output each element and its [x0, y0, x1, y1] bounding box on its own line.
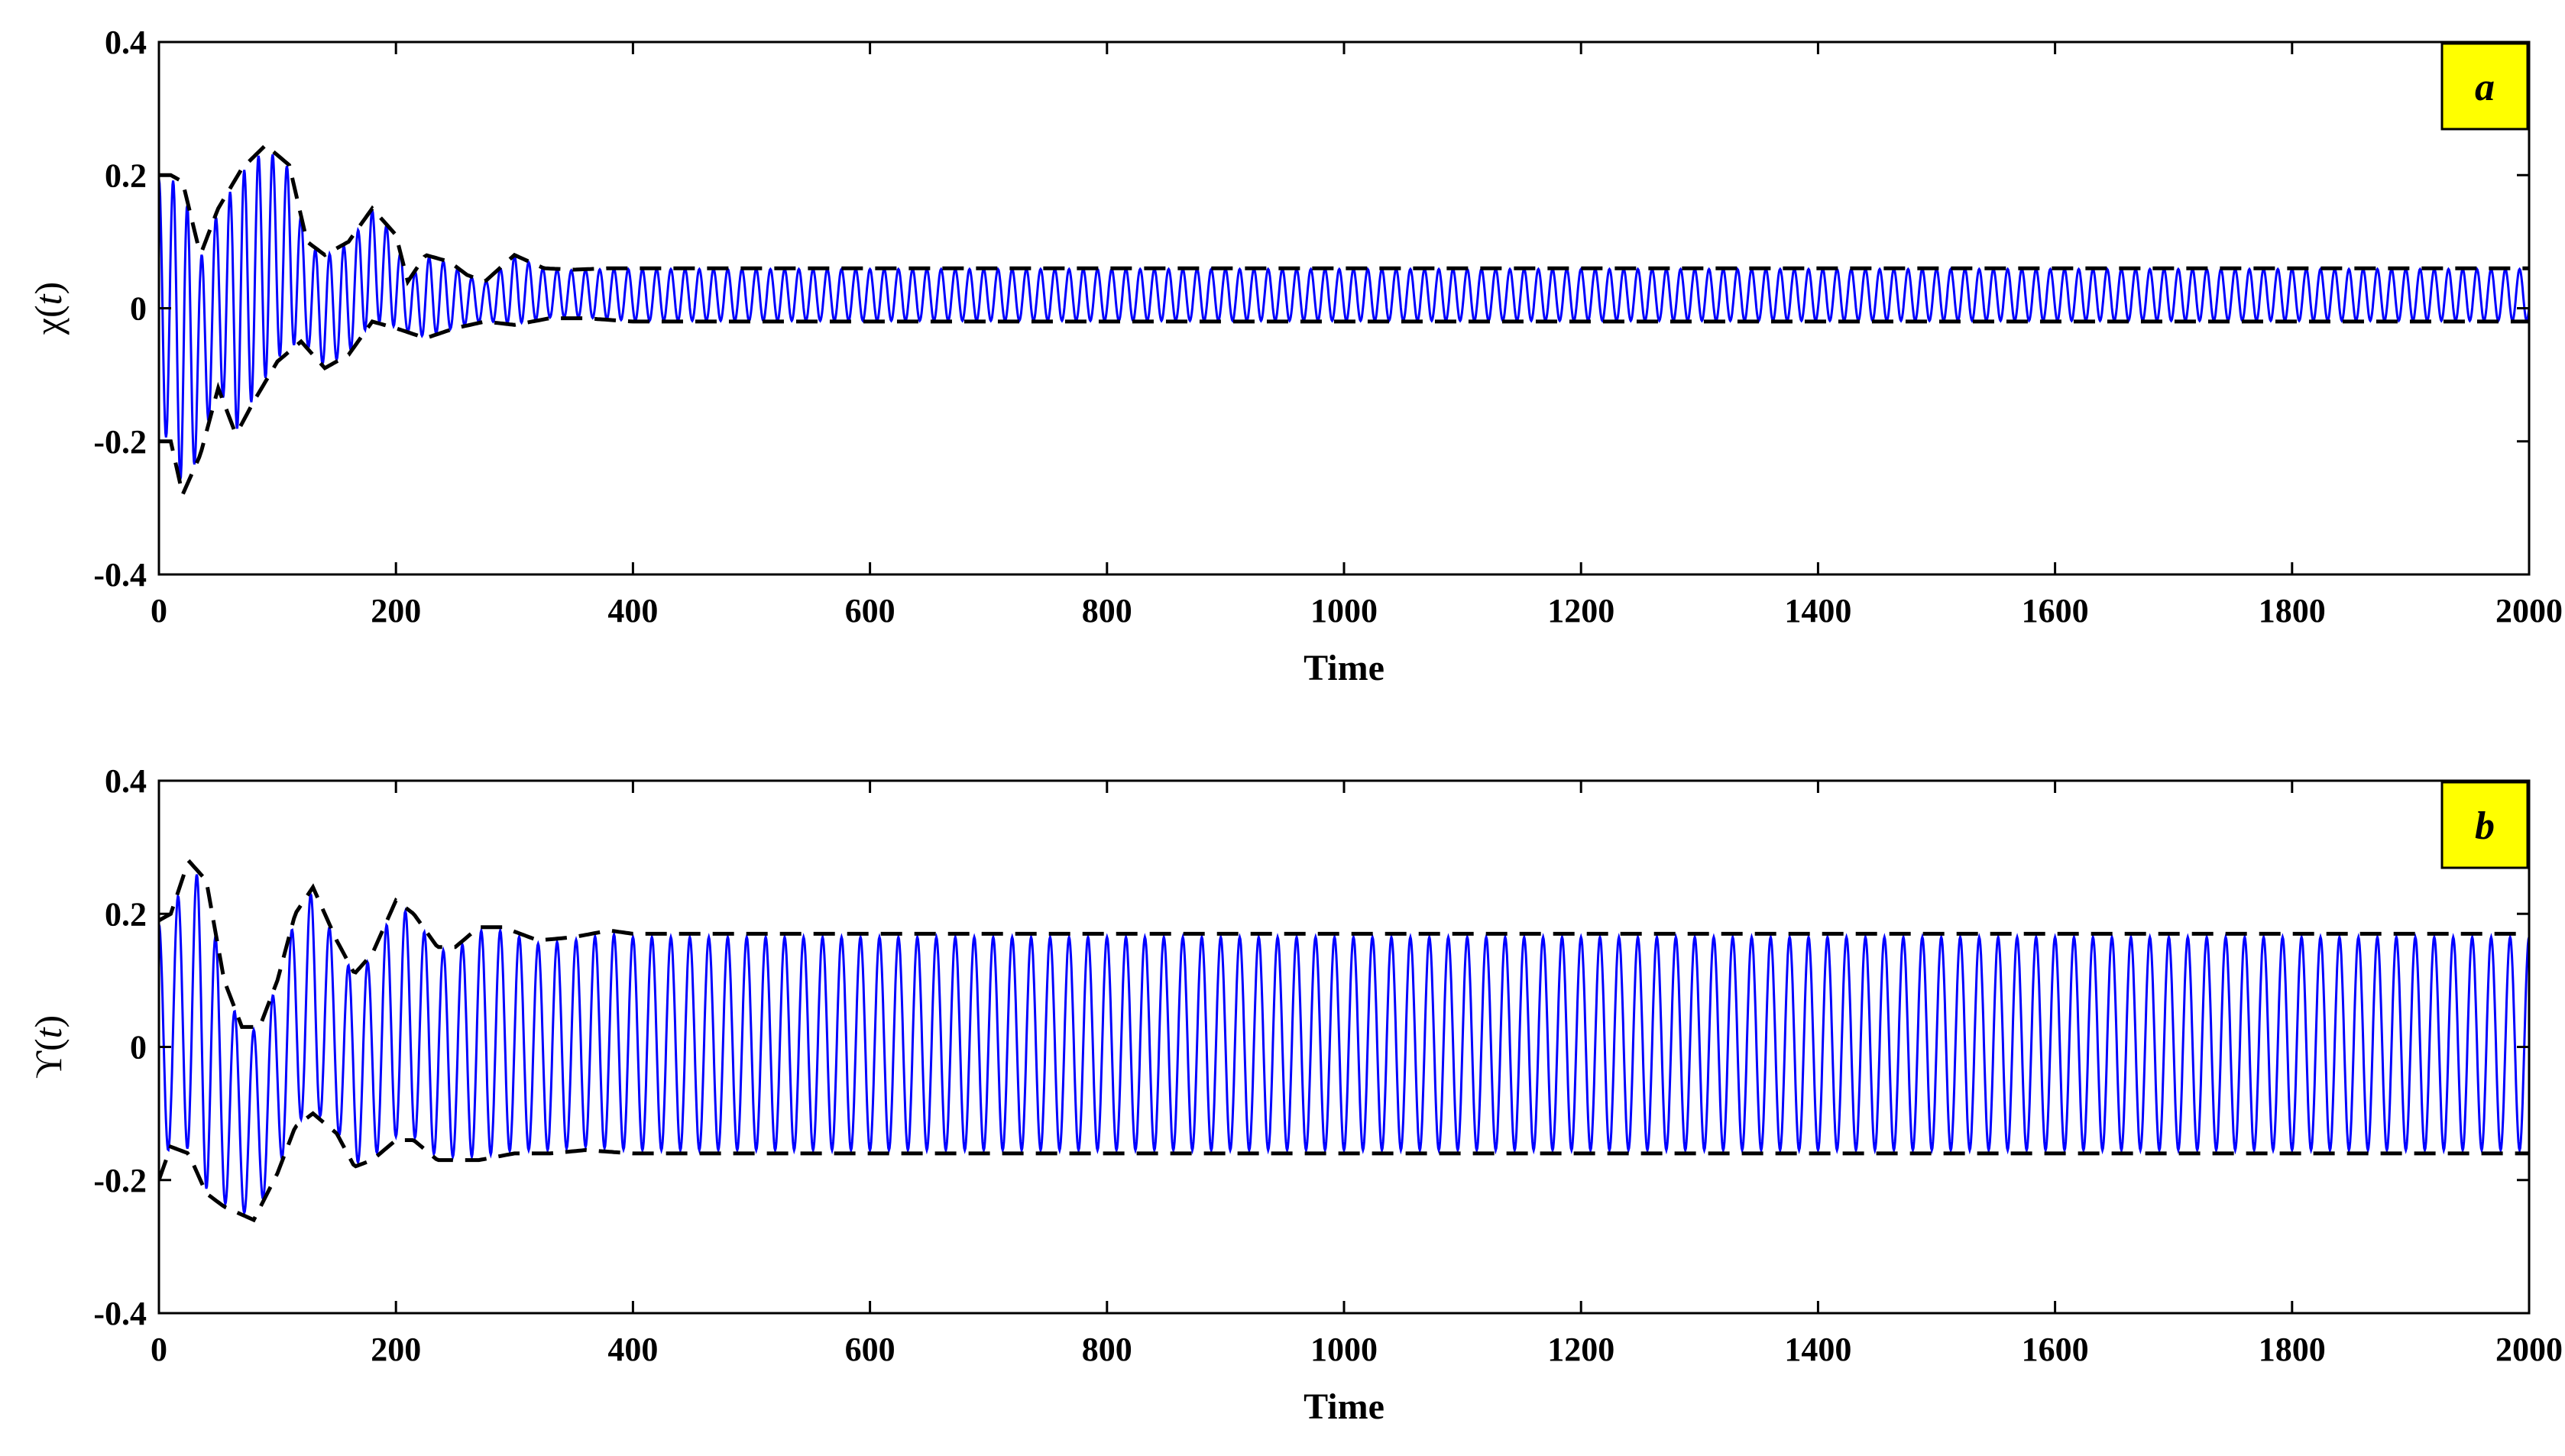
- y-tick-label: 0: [130, 1029, 147, 1066]
- y-axis-label-close: ): [27, 1015, 70, 1028]
- x-tick-label: 2000: [2495, 592, 2563, 629]
- x-tick-label: 1800: [2259, 592, 2326, 629]
- y-tick-label: 0: [130, 290, 147, 328]
- x-tick-label: 1400: [1784, 592, 1851, 629]
- y-axis-label-var: t: [27, 1027, 70, 1038]
- y-axis-label: χ(t): [27, 282, 70, 335]
- plot-area: [159, 859, 2529, 1223]
- x-tick-label: 200: [371, 592, 421, 629]
- x-tick-label: 400: [607, 1331, 658, 1368]
- envelope-lower-line: [159, 1111, 2529, 1223]
- panel-b: 0 200 400 600 800 1000 1200 1400 1600 1800 2000 -0.…: [27, 762, 2563, 1427]
- x-tick-label: 200: [371, 1331, 421, 1368]
- x-axis-label: Time: [1304, 1386, 1385, 1427]
- y-axis-label-var: t: [27, 293, 70, 305]
- y-tick-label: -0.4: [93, 556, 147, 594]
- x-tick-label: 600: [845, 1331, 895, 1368]
- x-axis-label: Time: [1304, 648, 1385, 688]
- envelope-lower-line: [159, 316, 2529, 501]
- x-tick-label: 1200: [1547, 1331, 1614, 1368]
- x-tick-label: 1800: [2259, 1331, 2326, 1368]
- y-axis-label: ϒ(t): [27, 1015, 70, 1079]
- y-tick-label: 0.2: [105, 895, 147, 933]
- y-tick-label: 0.4: [105, 24, 147, 61]
- y-axis-label-close: ): [27, 282, 70, 295]
- y-tick-label: 0.4: [105, 762, 147, 800]
- x-tick-label: 800: [1082, 1331, 1132, 1368]
- plot-area: [159, 142, 2529, 501]
- y-axis-label-symbol: ϒ(: [27, 1038, 70, 1079]
- panel-label-box: [2440, 42, 2529, 131]
- envelope-upper-line: [159, 859, 2529, 1029]
- panel-label: a: [2475, 66, 2495, 109]
- oscillation-line: [159, 154, 2529, 480]
- x-tick-label: 1600: [2022, 1331, 2089, 1368]
- panel-label: b: [2475, 804, 2495, 848]
- panel-a: 0 200 400 600 800 1000 1200 1400 1600 1800 2000 -0.…: [27, 24, 2563, 688]
- oscillation-line: [159, 874, 2529, 1217]
- x-tick-label: 1000: [1310, 592, 1378, 629]
- x-tick-label: 0: [151, 1331, 167, 1368]
- y-tick-label: -0.4: [93, 1295, 147, 1332]
- x-tick-label: 600: [845, 592, 895, 629]
- x-tick-label: 400: [607, 592, 658, 629]
- y-tick-label: -0.2: [93, 1162, 147, 1199]
- x-tick-label: 1000: [1310, 1331, 1378, 1368]
- y-tick-label: 0.2: [105, 157, 147, 194]
- x-tick-label: 0: [151, 592, 167, 629]
- y-axis-label-symbol: χ(: [27, 305, 70, 335]
- x-tick-label: 1200: [1547, 592, 1614, 629]
- y-tick-label: -0.2: [93, 423, 147, 461]
- envelope-upper-line: [159, 142, 2529, 286]
- x-tick-label: 800: [1082, 592, 1132, 629]
- x-tick-label: 1600: [2022, 592, 2089, 629]
- x-tick-label: 1400: [1784, 1331, 1851, 1368]
- panel-label-box: [2440, 781, 2529, 869]
- x-tick-label: 2000: [2495, 1331, 2563, 1368]
